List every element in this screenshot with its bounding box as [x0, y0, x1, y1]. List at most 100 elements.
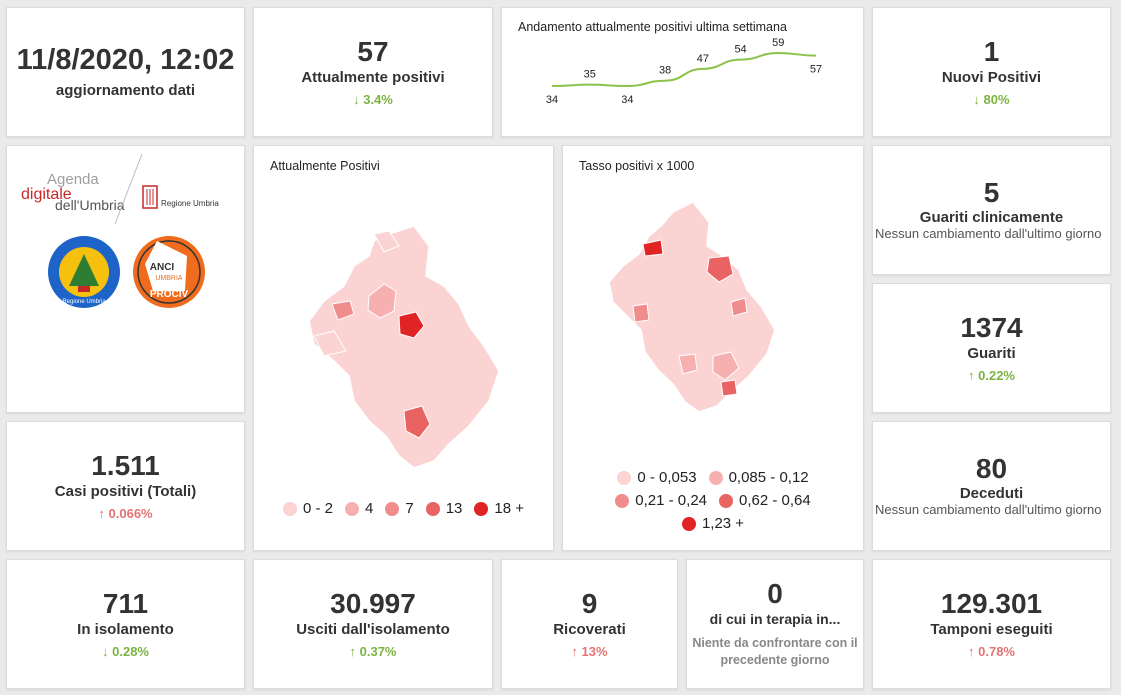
guariti-clinicamente-value: 5 — [983, 177, 1000, 208]
guariti-delta: ↑ 0.22% — [968, 367, 1015, 383]
legend-swatch — [615, 493, 630, 508]
tamponi-value: 129.301 — [940, 588, 1043, 620]
terapia-label: di cui in terapia in... — [709, 610, 841, 627]
legend-item[interactable]: 0 - 2 — [282, 500, 333, 517]
comune-area-7 — [331, 300, 355, 321]
ricoverati-label: Ricoverati — [553, 620, 626, 638]
tamponi-card[interactable]: 129.301 Tamponi eseguiti ↑ 0.78% — [872, 559, 1111, 689]
legend-item[interactable]: 4 — [345, 500, 373, 517]
arrow-down-icon: ↓ — [973, 91, 980, 107]
legend-label: 4 — [365, 500, 374, 517]
arrow-up-icon: ↑ — [349, 643, 357, 659]
arrow-up-icon: ↑ — [98, 505, 105, 521]
legend-item[interactable]: 18 + — [474, 500, 524, 517]
guariti-card[interactable]: 1374 Guariti ↑ 0.22% — [872, 283, 1111, 413]
trend-data-label: 47 — [697, 53, 709, 65]
umbria-region-shape — [308, 225, 500, 469]
umbria-map-positivi[interactable] — [254, 186, 555, 516]
trend-data-label: 34 — [546, 94, 558, 106]
legend-item[interactable]: 0 - 0,053 — [617, 469, 697, 486]
casi-totali-card[interactable]: 1.511 Casi positivi (Totali) ↑ 0.066% — [6, 421, 245, 551]
trend-data-label: 38 — [659, 65, 671, 77]
protezione-civile-logo-icon: Regione Umbria — [48, 236, 120, 308]
trend-data-label: 59 — [772, 37, 784, 49]
map-attualmente-positivi-card[interactable]: Attualmente Positivi 0 - 2 4 7 13 18 + — [253, 145, 554, 551]
umbria-map-tasso[interactable] — [563, 184, 865, 484]
update-card: 11/8/2020, 12:02 aggiornamento dati — [6, 7, 245, 137]
trend-line-chart: 34 35 34 38 47 54 59 57 — [546, 37, 822, 106]
arrow-down-icon: ↓ — [353, 91, 360, 107]
nuovi-positivi-card[interactable]: 1 Nuovi Positivi ↓ 80% — [872, 7, 1111, 137]
isolamento-label: In isolamento — [77, 620, 174, 638]
map-tasso-positivi-card[interactable]: Tasso positivi x 1000 0 - 0,053 0,085 - 0… — [562, 145, 864, 551]
legend-swatch — [708, 470, 723, 485]
partner-logos: Agenda digitale dell'Umbria Regione Umbr… — [21, 153, 219, 308]
guariti-value: 1374 — [960, 312, 1023, 344]
comune-area-1-23plus — [642, 239, 664, 257]
terapia-note: Niente da confrontare con il precedente … — [692, 635, 858, 667]
svg-text:ANCI: ANCI — [150, 262, 175, 273]
svg-text:PROCIV: PROCIV — [150, 289, 189, 300]
usciti-card[interactable]: 30.997 Usciti dall'isolamento ↑ 0.37% — [253, 559, 493, 689]
guariti-clinicamente-note: Nessun cambiamento dall'ultimo giorno — [875, 226, 1102, 242]
arrow-down-icon: ↓ — [102, 643, 109, 659]
deceduti-label: Deceduti — [959, 485, 1024, 503]
tamponi-delta: ↑ 0.78% — [968, 643, 1015, 659]
legend-item[interactable]: 1,23 + — [681, 515, 744, 532]
casi-totali-delta: ↑ 0.066% — [98, 505, 153, 521]
deceduti-card[interactable]: 80 Deceduti Nessun cambiamento dall'ulti… — [872, 421, 1111, 551]
deceduti-note: Nessun cambiamento dall'ultimo giorno — [875, 502, 1102, 518]
trend-series-line — [551, 51, 817, 88]
legend-item[interactable]: 7 — [385, 500, 414, 517]
anci-prociv-logo-icon: ANCI UMBRIA PROCIV — [133, 236, 205, 308]
usciti-delta: ↑ 0.37% — [349, 643, 397, 659]
legend-swatch — [474, 501, 489, 516]
ricoverati-card[interactable]: 9 Ricoverati ↑ 13% — [501, 559, 678, 689]
legend-label: 0,085 - 0,12 — [728, 469, 809, 486]
ricoverati-delta: ↑ 13% — [571, 643, 608, 659]
legend-swatch — [617, 470, 632, 485]
usciti-value: 30.997 — [330, 588, 416, 620]
deceduti-value: 80 — [975, 453, 1008, 484]
usciti-label: Usciti dall'isolamento — [296, 620, 450, 638]
trend-data-label: 54 — [734, 44, 746, 56]
comune-area-0-21 — [632, 303, 650, 323]
nuovi-positivi-value: 1 — [983, 36, 1000, 68]
trend-data-label: 57 — [810, 64, 822, 76]
terapia-value: 0 — [767, 578, 783, 610]
isolamento-delta: ↓ 0.28% — [102, 643, 149, 659]
terapia-card[interactable]: 0 di cui in terapia in... Niente da conf… — [686, 559, 864, 689]
comune-area-0-62 — [706, 255, 734, 283]
casi-totali-label: Casi positivi (Totali) — [54, 482, 197, 500]
nuovi-positivi-label: Nuovi Positivi — [941, 68, 1042, 86]
arrow-up-icon: ↑ — [968, 367, 975, 383]
legend-swatch — [719, 493, 733, 508]
svg-text:Regione Umbria: Regione Umbria — [62, 299, 106, 305]
regione-umbria-text: Regione Umbria — [161, 199, 219, 208]
nuovi-positivi-delta: ↓ 80% — [973, 91, 1010, 107]
attualmente-positivi-delta: ↓ 3.4% — [353, 91, 393, 107]
legend-item[interactable]: 13 — [425, 500, 462, 517]
comune-area-18plus — [398, 311, 425, 339]
legend-item[interactable]: 0,085 - 0,12 — [708, 469, 809, 486]
isolamento-card[interactable]: 711 In isolamento ↓ 0.28% — [6, 559, 245, 689]
trend-data-label: 35 — [584, 69, 596, 81]
agenda-logo-line3: dell'Umbria — [55, 197, 125, 213]
casi-totali-value: 1.511 — [91, 450, 160, 482]
guariti-clinicamente-card[interactable]: 5 Guariti clinicamente Nessun cambiament… — [872, 145, 1111, 275]
comune-area-4 — [367, 283, 397, 319]
isolamento-value: 711 — [102, 588, 149, 620]
guariti-clinicamente-label: Guariti clinicamente — [919, 209, 1064, 227]
attualmente-positivi-card[interactable]: 57 Attualmente positivi ↓ 3.4% — [253, 7, 493, 137]
update-label: aggiornamento dati — [55, 81, 196, 99]
legend-swatch — [425, 501, 440, 516]
map2-title: Tasso positivi x 1000 — [579, 159, 695, 173]
arrow-up-icon: ↑ — [571, 643, 578, 659]
map1-legend: 0 - 2 4 7 13 18 + — [264, 500, 543, 517]
legend-item[interactable]: 0,21 - 0,24 — [615, 492, 707, 509]
trend-card[interactable]: Andamento attualmente positivi ultima se… — [501, 7, 864, 137]
attualmente-positivi-label: Attualmente positivi — [301, 68, 445, 86]
legend-item[interactable]: 0,62 - 0,64 — [719, 492, 811, 509]
legend-label: 0 - 2 — [302, 500, 333, 517]
legend-swatch — [345, 501, 359, 516]
